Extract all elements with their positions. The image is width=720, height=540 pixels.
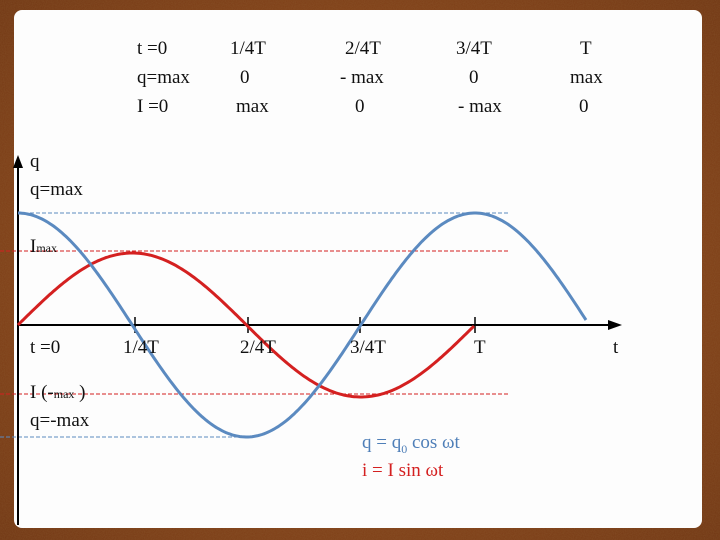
label-main: I — [30, 236, 36, 257]
arrow — [608, 320, 622, 330]
current-formula: i = I sin ωt — [362, 460, 444, 481]
cell: 2/4T — [345, 38, 381, 59]
i-max-label: Imax — [30, 236, 57, 257]
y-label: q — [30, 151, 40, 172]
cell: 1/4T — [230, 38, 266, 59]
x-tick-label: 2/4T — [240, 337, 276, 358]
cell: 0 — [579, 96, 589, 117]
cell: q=max — [137, 67, 190, 88]
subscript: 0 — [401, 442, 407, 456]
cell: 3/4T — [456, 38, 492, 59]
x-tick-label: 1/4T — [123, 337, 159, 358]
q-max-label: q=max — [30, 179, 83, 200]
q-min-label: q=-max — [30, 410, 90, 431]
cell: 0 — [240, 67, 250, 88]
cell: t =0 — [137, 38, 167, 59]
charge-formula: q = q0 cos ωt — [362, 432, 461, 456]
header-table: t =0 1/4T 2/4T 3/4T T q=max 0 - max 0 ma… — [137, 38, 603, 117]
current-curve — [16, 251, 476, 399]
subscript: max — [54, 387, 75, 401]
x-label: t — [613, 337, 619, 358]
arrow — [13, 155, 23, 168]
label-main: ) — [74, 382, 85, 403]
formula-part: cos ωt — [407, 432, 460, 453]
cell: max — [236, 96, 269, 117]
i-min-label: I (-max ) — [30, 382, 85, 403]
cell: - max — [340, 67, 384, 88]
label-main: I (- — [30, 382, 54, 403]
cell: - max — [458, 96, 502, 117]
x-tick-label: 3/4T — [350, 337, 386, 358]
subscript: max — [36, 241, 57, 255]
cell: 0 — [469, 67, 479, 88]
cell: I =0 — [137, 96, 168, 117]
x-tick-label: T — [474, 337, 486, 358]
cell: T — [580, 38, 592, 59]
formula-part: q = q — [362, 432, 402, 453]
charge-curve — [18, 211, 588, 439]
cell: max — [570, 67, 603, 88]
cell: 0 — [355, 96, 365, 117]
x-tick-label: t =0 — [30, 337, 60, 358]
